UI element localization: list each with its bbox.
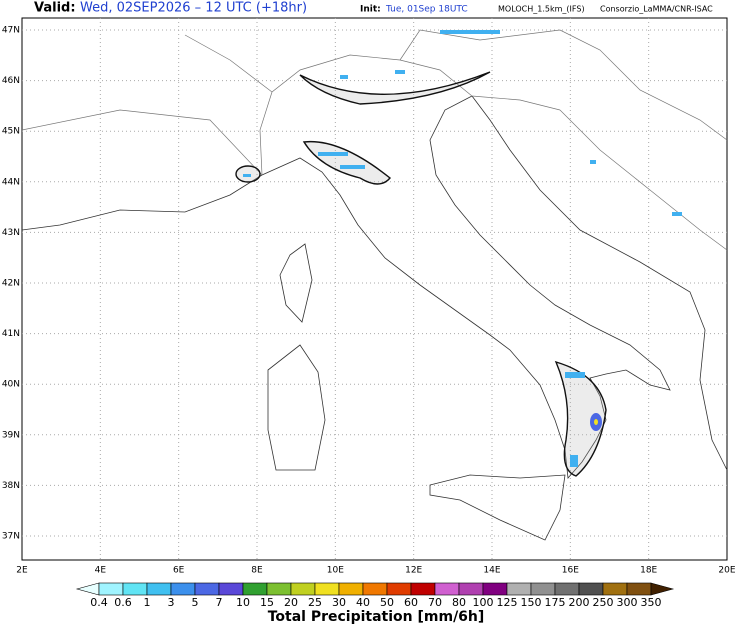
lat-label: 45N [2, 127, 20, 137]
colorbar-label: 150 [521, 596, 542, 609]
colorbar-end [75, 582, 100, 596]
colorbar-segment [290, 582, 316, 596]
colorbar-label: 7 [216, 596, 223, 609]
lon-labels: 2E 4E 6E 8E 10E 12E 14E 16E 18E 20E [16, 566, 736, 576]
colorbar-segment [530, 582, 556, 596]
colorbar-segment [362, 582, 388, 596]
colorbar-label: 60 [404, 596, 418, 609]
lon-label: 18E [640, 566, 657, 576]
lon-label: 16E [562, 566, 579, 576]
colorbar-label: 250 [593, 596, 614, 609]
colorbar-label: 40 [356, 596, 370, 609]
colorbar-segment [122, 582, 148, 596]
map-frame [21, 17, 728, 561]
coastline-balkans [471, 95, 728, 471]
lon-label: 12E [405, 566, 422, 576]
init-label: Init: [360, 5, 381, 15]
colorbar-segment [314, 582, 340, 596]
valid-time: Wed, 02SEP2026 – 12 UTC (+18hr) [80, 1, 307, 16]
colorbar-segment [506, 582, 532, 596]
lon-label: 8E [251, 566, 263, 576]
colorbar-label: 350 [641, 596, 662, 609]
coastline [21, 95, 671, 479]
lon-label: 14E [483, 566, 500, 576]
valid-label: Valid: [34, 1, 76, 16]
colorbar-label: 0.4 [90, 596, 108, 609]
colorbar-segment [218, 582, 244, 596]
colorbar-end [650, 582, 675, 596]
colorbar-label: 3 [168, 596, 175, 609]
colorbar-label: 80 [452, 596, 466, 609]
colorbar-segment [98, 582, 124, 596]
lat-label: 44N [2, 177, 20, 187]
colorbar-segment [578, 582, 604, 596]
lon-label: 4E [95, 566, 107, 576]
colorbar-label: 5 [192, 596, 199, 609]
colorbar-label: 30 [332, 596, 346, 609]
colorbar-segment [434, 582, 460, 596]
colorbar-segment [626, 582, 652, 596]
lat-label: 39N [2, 430, 20, 440]
colorbar-segment [266, 582, 292, 596]
colorbar-segment [170, 582, 196, 596]
colorbar-label: 175 [545, 596, 566, 609]
graticule [22, 18, 727, 560]
colorbar-label: 15 [260, 596, 274, 609]
colorbar-label: 50 [380, 596, 394, 609]
lat-label: 43N [2, 228, 20, 238]
colorbar-segment [458, 582, 484, 596]
colorbar: 0.4 0.6 1 3 5 7 10 15 20 25 30 40 50 60 70 80 100 125 150 1… [75, 582, 675, 609]
lon-label: 10E [327, 566, 344, 576]
colorbar-label: 300 [617, 596, 638, 609]
colorbar-label: 70 [428, 596, 442, 609]
colorbar-segment [554, 582, 580, 596]
lat-label: 37N [2, 532, 20, 542]
lat-label: 40N [2, 380, 20, 390]
colorbar-label: 20 [284, 596, 298, 609]
lat-label: 42N [2, 279, 20, 289]
lat-label: 41N [2, 329, 20, 339]
lat-labels: 47N 46N 45N 44N 43N 42N 41N 40N 39N 38N 37N [2, 26, 20, 542]
colorbar-segment [410, 582, 436, 596]
colorbar-label: 100 [473, 596, 494, 609]
lat-label: 47N [2, 26, 20, 36]
map: 47N 46N 45N 44N 43N 42N 41N 40N 39N 38N 37N 2E 4E 6E… [2, 17, 736, 576]
lat-label: 38N [2, 481, 20, 491]
colorbar-segment [242, 582, 268, 596]
colorbar-label: 200 [569, 596, 590, 609]
colorbar-title: Total Precipitation [mm/6h] [268, 609, 485, 625]
sicily [429, 474, 566, 541]
lon-label: 20E [718, 566, 735, 576]
lon-label: 2E [16, 566, 28, 576]
colorbar-label: 0.6 [114, 596, 132, 609]
colorbar-segment [482, 582, 508, 596]
borders [21, 29, 728, 251]
corsica [279, 243, 313, 323]
colorbar-segment [338, 582, 364, 596]
colorbar-label: 125 [497, 596, 518, 609]
lon-label: 6E [173, 566, 185, 576]
precip-cells [243, 30, 682, 467]
lat-label: 46N [2, 76, 20, 86]
colorbar-label: 10 [236, 596, 250, 609]
colorbar-segment [194, 582, 220, 596]
sardinia [267, 344, 326, 471]
colorbar-segment [146, 582, 172, 596]
model-name: MOLOCH_1.5km_(IFS) [498, 5, 585, 14]
colorbar-label: 1 [144, 596, 151, 609]
credit: Consorzio_LaMMA/CNR-ISAC [600, 5, 713, 14]
colorbar-segment [602, 582, 628, 596]
init-time: Tue, 01Sep 18UTC [385, 5, 468, 15]
colorbar-segment [386, 582, 412, 596]
colorbar-label: 25 [308, 596, 322, 609]
